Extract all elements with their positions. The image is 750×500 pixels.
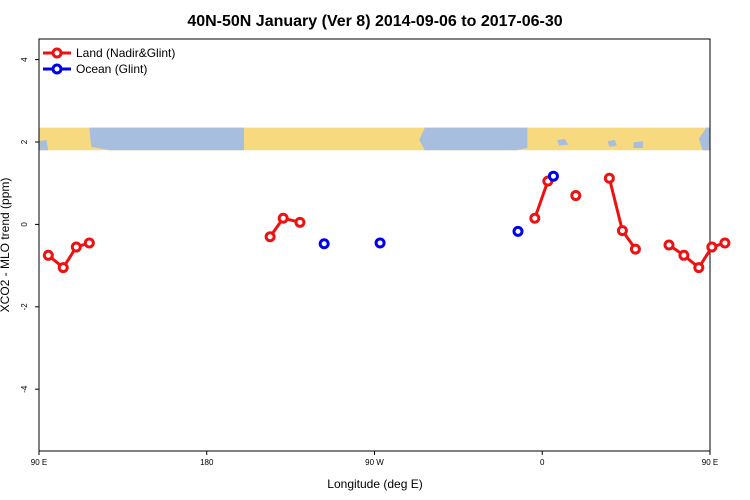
data-point bbox=[529, 212, 541, 224]
data-point bbox=[570, 190, 582, 202]
x-tick-label: 0 bbox=[540, 458, 545, 467]
data-point bbox=[706, 241, 718, 253]
y-tick-label: 2 bbox=[20, 139, 29, 144]
data-point bbox=[678, 249, 690, 261]
x-tick-label: 180 bbox=[200, 458, 214, 467]
x-tick-label: 90 E bbox=[702, 458, 718, 467]
y-tick-label: -4 bbox=[20, 385, 29, 393]
map-ocean bbox=[89, 127, 245, 151]
plot-series bbox=[42, 170, 731, 274]
data-point bbox=[512, 225, 524, 237]
data-point bbox=[57, 262, 69, 274]
plot-frame bbox=[38, 38, 711, 452]
data-point bbox=[83, 237, 95, 249]
map-ocean bbox=[607, 140, 617, 147]
map-ocean bbox=[39, 140, 49, 151]
legend-marker bbox=[51, 63, 63, 75]
data-point bbox=[42, 249, 54, 261]
legend-label: Land (Nadir&Glint) bbox=[76, 46, 175, 60]
legend-label: Ocean (Glint) bbox=[76, 62, 147, 76]
axes: 90 E 180 90 W 0 90 E 4 2 0 -2 -4 bbox=[20, 38, 718, 467]
map-ocean bbox=[419, 127, 528, 151]
data-point bbox=[719, 237, 731, 249]
series-ocean bbox=[318, 170, 559, 250]
legend: Land (Nadir&Glint) Ocean (Glint) bbox=[43, 46, 175, 76]
map-ocean bbox=[633, 141, 643, 148]
map-ocean bbox=[698, 127, 710, 151]
data-point bbox=[629, 243, 641, 255]
y-tick-label: -2 bbox=[20, 303, 29, 311]
series-land bbox=[42, 172, 731, 274]
map-strip bbox=[39, 127, 710, 151]
data-point bbox=[663, 239, 675, 251]
data-point bbox=[693, 262, 705, 274]
legend-marker bbox=[51, 47, 63, 59]
data-point bbox=[374, 237, 386, 249]
data-point bbox=[616, 225, 628, 237]
x-tick-label: 90 E bbox=[31, 458, 47, 467]
y-tick-label: 4 bbox=[20, 57, 29, 62]
data-point bbox=[294, 216, 306, 228]
data-point bbox=[70, 241, 82, 253]
series-line bbox=[533, 180, 550, 219]
series-line bbox=[607, 177, 637, 250]
y-axis-label: XCO2 - MLO trend (ppm) bbox=[0, 178, 12, 313]
data-point bbox=[264, 231, 276, 243]
map-ocean bbox=[557, 138, 569, 146]
x-axis-label: Longitude (deg E) bbox=[327, 477, 422, 491]
y-tick-label: 0 bbox=[20, 222, 29, 227]
data-point bbox=[603, 172, 615, 184]
x-tick-label: 90 W bbox=[365, 458, 384, 467]
data-point bbox=[318, 238, 330, 250]
data-point bbox=[277, 212, 289, 224]
series-line bbox=[47, 241, 90, 270]
chart-title: 40N-50N January (Ver 8) 2014-09-06 to 20… bbox=[187, 13, 562, 30]
data-point bbox=[547, 170, 559, 182]
